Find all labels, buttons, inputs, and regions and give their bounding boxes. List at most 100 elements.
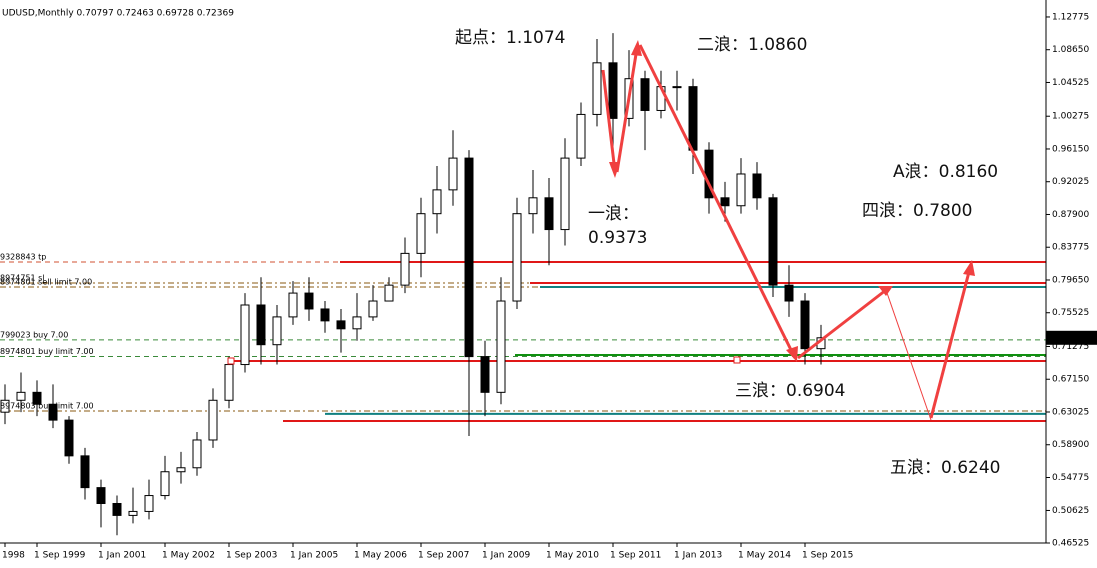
y-tick-label: 1.12775: [1052, 12, 1089, 22]
candle-body: [224, 364, 234, 401]
candle-body: [784, 284, 794, 302]
candle-body: [720, 197, 730, 207]
candle-body: [128, 510, 138, 516]
annotation: 三浪：0.6904: [735, 381, 845, 401]
candle-body: [320, 308, 330, 322]
x-tick-label: 1 May 2002: [162, 551, 215, 561]
candle-body: [416, 213, 426, 254]
candle-body: [576, 113, 586, 159]
candle-body: [272, 316, 282, 346]
order-label: 8974803 buy limit 7.00: [0, 401, 94, 410]
price-box: [1046, 330, 1097, 345]
candle-body: [176, 467, 186, 473]
wave-arrows: [601, 44, 972, 419]
x-tick-label: 1 Sep 2007: [418, 551, 469, 561]
y-tick-label: 0.87900: [1052, 210, 1089, 220]
candle-body: [768, 197, 778, 286]
candle-body: [304, 292, 314, 310]
y-tick-label: 0.79650: [1052, 275, 1089, 285]
candle-body: [640, 78, 650, 111]
candle-body: [528, 197, 538, 215]
y-tick-label: 0.58900: [1052, 440, 1089, 450]
candle-body: [688, 86, 698, 151]
candle-body: [800, 300, 810, 350]
order-label: 8974801 sell limit 7.00: [0, 277, 92, 286]
x-tick-label: 1 Sep 2003: [226, 551, 277, 561]
x-tick-label: 1 Jan 2013: [674, 551, 722, 561]
candle-body: [736, 173, 746, 207]
candle-body: [144, 495, 154, 512]
y-tick-label: 0.75525: [1052, 308, 1089, 318]
candle-body: [160, 471, 170, 497]
marker: [227, 357, 235, 365]
candle-body: [560, 157, 570, 231]
y-tick-label: 1.08650: [1052, 45, 1089, 55]
candle-body: [400, 252, 410, 286]
candle-body: [544, 197, 554, 231]
candle-body: [240, 304, 250, 366]
annotation: 起点：1.1074: [455, 28, 565, 48]
annotation: 二浪：1.0860: [697, 35, 807, 55]
candle-body: [96, 487, 106, 504]
x-tick-label: 1 May 2006: [354, 551, 407, 561]
candle-body: [16, 391, 26, 401]
candle-body: [512, 213, 522, 302]
marker: [733, 356, 741, 364]
candle-body: [464, 157, 474, 358]
candle-body: [368, 300, 378, 318]
order-label: 9328843 tp: [0, 252, 46, 261]
annotation: 一浪：: [588, 204, 639, 224]
y-tick-label: 0.71275: [1052, 342, 1089, 352]
x-tick-label: 1 Sep 2011: [610, 551, 661, 561]
x-tick-label: 1 Jan 2001: [98, 551, 146, 561]
candle-body: [384, 284, 394, 302]
y-tick-label: 0.67150: [1052, 375, 1089, 385]
y-tick-label: 0.46525: [1052, 539, 1089, 549]
candle-body: [0, 399, 10, 413]
order-label: 8974751 sl: [0, 273, 45, 282]
annotation: A浪：0.8160: [893, 162, 998, 182]
candle-body: [48, 403, 58, 421]
y-tick-label: 0.83775: [1052, 243, 1089, 253]
y-tick-label: 0.54775: [1052, 473, 1089, 483]
order-label: 8974801 buy limit 7.00: [0, 347, 94, 356]
y-tick-label: 0.92025: [1052, 177, 1089, 187]
current-price: 0.72369: [1051, 333, 1088, 343]
arrow-heads: [609, 40, 975, 362]
x-tick-label: 1 May 2010: [546, 551, 599, 561]
x-tick-label: 1 Jan 2009: [482, 551, 530, 561]
candle-body: [288, 292, 298, 318]
candle-body: [336, 320, 346, 330]
candle-body: [752, 173, 762, 199]
candle-body: [64, 419, 74, 457]
y-tick-label: 1.04525: [1052, 78, 1089, 88]
x-tick-label: 1 May 2014: [738, 551, 791, 561]
candle-body: [32, 391, 42, 405]
candle-body: [208, 399, 218, 441]
candle-body: [432, 189, 442, 215]
candle-body: [672, 86, 682, 89]
candle-body: [352, 316, 362, 330]
x-tick-label: 1 Jan 2005: [290, 551, 338, 561]
y-tick-label: 0.50625: [1052, 506, 1089, 516]
candle-body: [448, 157, 458, 191]
candle-body: [608, 62, 618, 119]
order-label: 799023 buy 7.00: [0, 330, 68, 339]
candle-body: [496, 300, 506, 393]
annotation: 四浪：0.7800: [862, 201, 972, 221]
wave-line: [885, 289, 932, 421]
candle-body: [592, 62, 602, 115]
y-tick-label: 0.96150: [1052, 144, 1089, 154]
candle-body: [480, 356, 490, 393]
annotation: 五浪：0.6240: [890, 458, 1000, 478]
y-tick-label: 0.63025: [1052, 407, 1089, 417]
y-tick-label: 1.00275: [1052, 112, 1089, 122]
candle-body: [256, 304, 266, 346]
x-tick-label: 1 Sep 1999: [34, 551, 86, 561]
x-tick-label: 1998: [2, 551, 25, 561]
header: UDUSD,Monthly 0.70797 0.72463 0.69728 0.…: [2, 9, 234, 19]
candle-body: [192, 439, 202, 469]
candle-body: [80, 455, 90, 489]
